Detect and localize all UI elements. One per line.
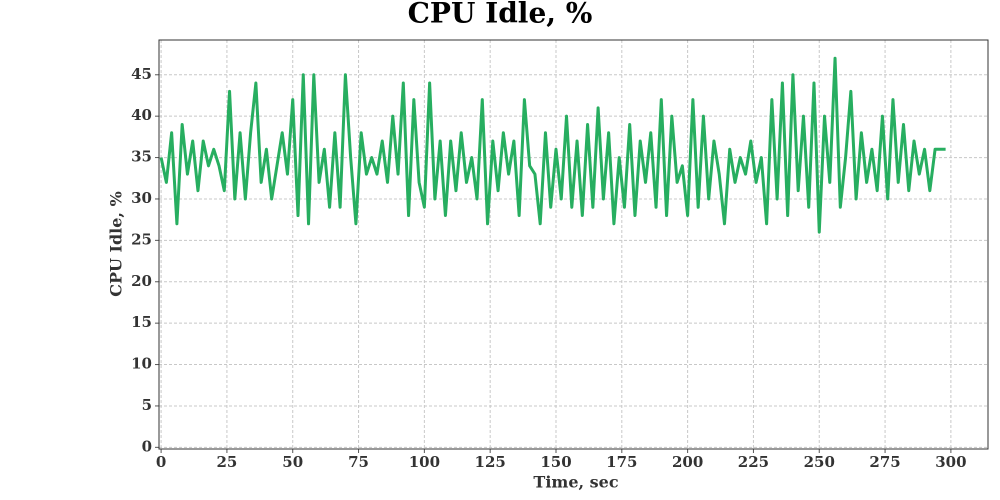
x-tick-label: 175 [606,453,637,471]
plot-frame [158,39,989,450]
x-tick-label: 125 [475,453,506,471]
chart-title: CPU Idle, % [408,0,593,30]
x-tick-label: 100 [409,453,440,471]
y-tick-label: 10 [131,355,152,373]
x-tick-label: 200 [672,453,703,471]
x-tick-label: 250 [804,453,835,471]
x-tick-label: 50 [282,453,303,471]
y-tick-label: 30 [131,189,152,207]
x-tick-label: 150 [540,453,571,471]
data-line [159,56,946,234]
y-tick-label: 45 [131,65,152,83]
x-tick-label: 0 [156,453,166,471]
x-tick-label: 275 [869,453,900,471]
y-tick-label: 15 [131,313,152,331]
y-tick-label: 40 [131,106,152,124]
x-tick-label: 75 [348,453,369,471]
y-tick-label: 20 [131,272,152,290]
y-axis-label: CPU Idle, % [107,191,126,297]
y-tick-label: 35 [131,148,152,166]
x-tick-label: 225 [738,453,769,471]
x-tick-label: 25 [216,453,237,471]
x-axis-label: Time, sec [533,473,618,492]
y-tick-label: 25 [131,230,152,248]
x-tick-label: 300 [935,453,966,471]
y-tick-label: 5 [142,396,152,414]
y-tick-label: 0 [142,437,152,455]
